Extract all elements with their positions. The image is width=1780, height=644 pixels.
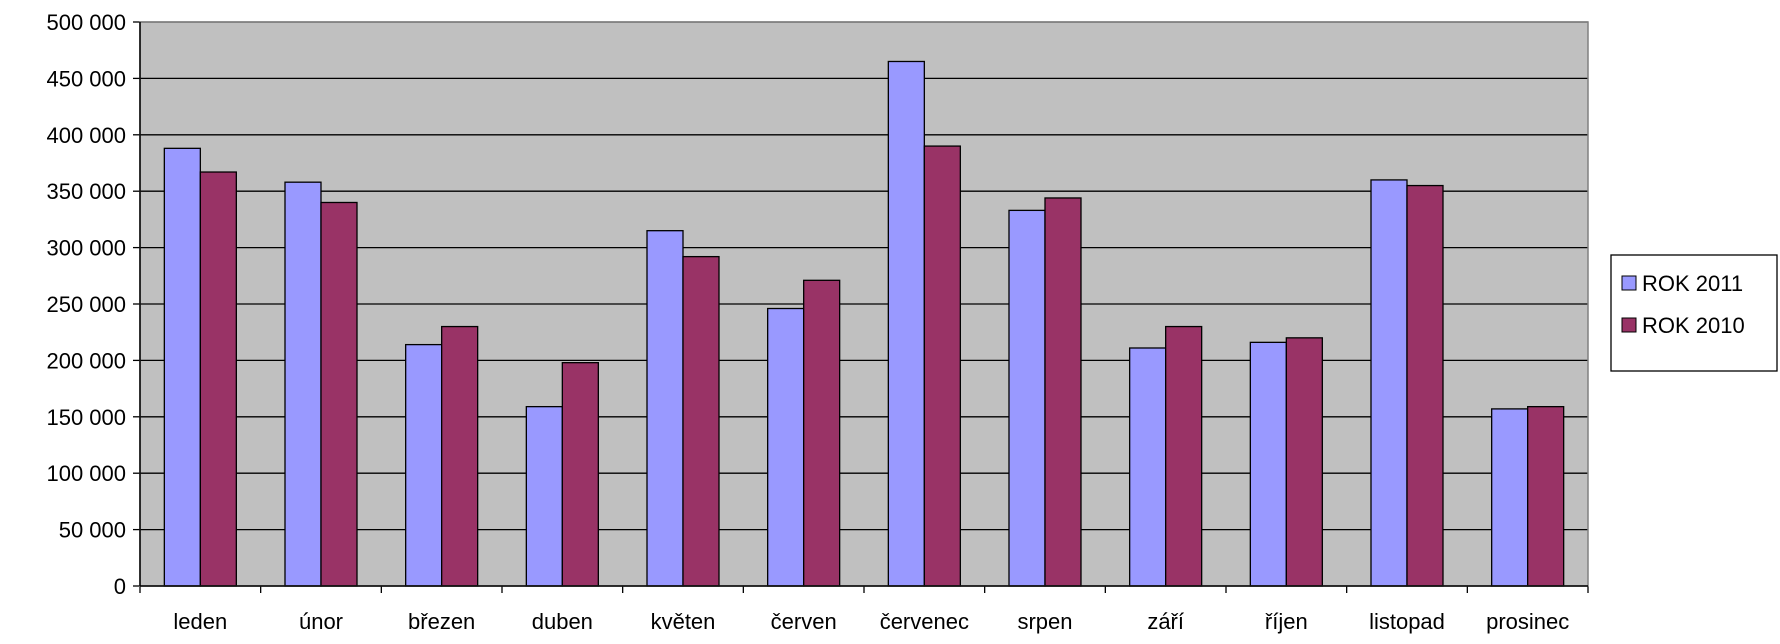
legend-swatch — [1621, 275, 1637, 291]
x-tick-label: říjen — [1265, 609, 1308, 634]
y-tick-label: 400 000 — [46, 123, 126, 148]
bar — [1008, 209, 1046, 587]
y-tick-label: 250 000 — [46, 292, 126, 317]
y-tick-label: 500 000 — [46, 10, 126, 35]
bar — [525, 405, 563, 587]
x-tick-label: září — [1147, 609, 1184, 634]
bar — [887, 60, 925, 587]
bar — [646, 230, 684, 587]
bar — [1044, 197, 1082, 587]
y-tick-label: 350 000 — [46, 179, 126, 204]
y-tick-label: 50 000 — [59, 518, 126, 543]
x-tick-label: červen — [771, 609, 837, 634]
x-tick-label: prosinec — [1486, 609, 1569, 634]
bar — [441, 325, 479, 587]
y-tick-label: 450 000 — [46, 66, 126, 91]
x-axis-ticks: leden únor březen duben květen červen červenec… — [173, 609, 1569, 634]
bar — [1406, 184, 1444, 587]
legend-label: ROK 2011 — [1642, 271, 1743, 296]
bar — [682, 255, 720, 587]
bar — [320, 201, 358, 587]
legend-box — [1610, 254, 1778, 372]
bar — [1527, 405, 1565, 587]
x-tick-label: duben — [532, 609, 593, 634]
x-tick-label: březen — [408, 609, 475, 634]
bar — [199, 171, 237, 587]
y-axis-ticks: 0 50 000 100 000 150 000 200 000 250 000 300 0… — [46, 10, 126, 599]
y-tick-label: 0 — [114, 574, 126, 599]
x-tick-label: srpen — [1017, 609, 1072, 634]
bar — [284, 181, 322, 587]
x-tick-label: červenec — [880, 609, 969, 634]
bar — [1491, 408, 1529, 587]
legend-label: ROK 2010 — [1642, 313, 1745, 338]
bar — [561, 362, 599, 587]
bar — [1129, 347, 1167, 587]
legend-swatch — [1621, 317, 1637, 333]
bar — [1165, 325, 1203, 587]
bar — [1249, 341, 1287, 587]
y-tick-label: 100 000 — [46, 461, 126, 486]
bar — [767, 307, 805, 587]
bar — [405, 343, 443, 587]
x-tick-label: leden — [173, 609, 227, 634]
legend: ROK 2011 ROK 2010 — [1610, 254, 1778, 372]
x-tick-label: únor — [299, 609, 343, 634]
x-tick-label: listopad — [1369, 609, 1445, 634]
bar — [1285, 337, 1323, 587]
bars — [163, 60, 1565, 587]
y-tick-label: 150 000 — [46, 405, 126, 430]
bar — [923, 145, 961, 587]
axes — [133, 21, 1589, 593]
y-tick-label: 300 000 — [46, 236, 126, 261]
bar — [163, 147, 201, 587]
bar — [803, 279, 841, 587]
bar — [1370, 179, 1408, 587]
x-tick-label: květen — [651, 609, 716, 634]
y-tick-label: 200 000 — [46, 348, 126, 373]
